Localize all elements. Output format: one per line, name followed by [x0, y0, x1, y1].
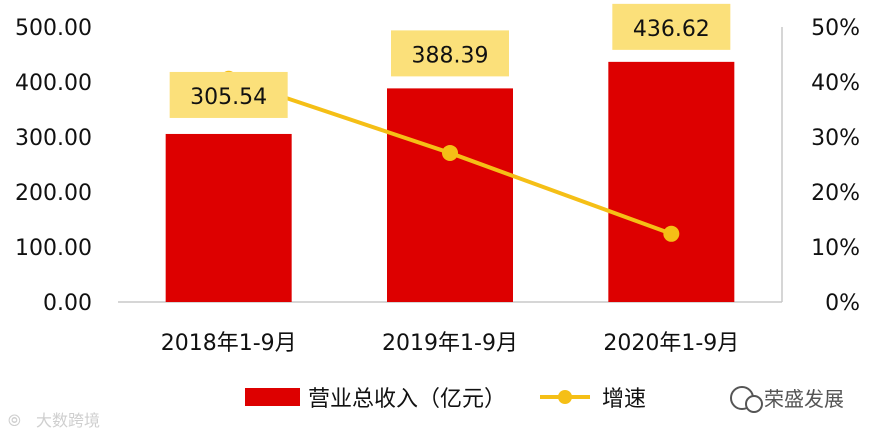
- right-tick-label: 40%: [811, 71, 860, 96]
- data-label: 436.62: [633, 17, 710, 42]
- category-label: 2020年1-9月: [603, 331, 739, 356]
- data-label-box: [612, 3, 731, 50]
- data-labels: 305.54 388.39 436.62: [169, 3, 731, 118]
- legend-bar-label: 营业总收入（亿元）: [308, 387, 506, 412]
- bars: [165, 61, 735, 302]
- data-label: 388.39: [412, 43, 489, 68]
- data-label-box: [391, 30, 509, 77]
- right-tick-label: 30%: [811, 126, 860, 151]
- left-tick-label: 100.00: [15, 236, 92, 261]
- left-tick-label: 500.00: [15, 16, 92, 41]
- left-tick-label: 400.00: [15, 71, 92, 96]
- watermark-left-text: 大数跨境: [36, 411, 100, 430]
- watermark-left: ⦾ 大数跨境: [8, 411, 100, 430]
- left-tick-label: 0.00: [43, 291, 92, 316]
- watermark-right: 荣盛发展: [730, 386, 844, 413]
- watermark-right-text: 荣盛发展: [764, 387, 844, 411]
- right-tick-label: 50%: [811, 16, 860, 41]
- growth-point: [442, 144, 458, 161]
- right-tick-label: 0%: [825, 291, 860, 316]
- axes: 0.00 100.00 200.00 300.00 400.00 500.00 0% 10% 2…: [15, 16, 860, 356]
- category-label: 2019年1-9月: [382, 331, 518, 356]
- legend-line-marker: [558, 390, 572, 404]
- legend-line-label: 增速: [602, 387, 646, 412]
- left-tick-label: 200.00: [15, 181, 92, 206]
- wechat-icon-inner: [745, 395, 763, 413]
- legend-bar-swatch: [245, 388, 300, 406]
- data-label-box: [169, 71, 288, 118]
- bar: [608, 61, 735, 302]
- legend: 营业总收入（亿元） 增速: [245, 387, 646, 412]
- right-tick-label: 10%: [811, 236, 860, 261]
- bar: [387, 88, 513, 302]
- watermark-left-icon: ⦾: [8, 411, 21, 430]
- right-tick-label: 20%: [811, 181, 860, 206]
- category-label: 2018年1-9月: [161, 331, 297, 356]
- data-label: 305.54: [190, 85, 267, 110]
- growth-point: [663, 225, 680, 242]
- left-tick-label: 300.00: [15, 126, 92, 151]
- bar: [165, 133, 292, 302]
